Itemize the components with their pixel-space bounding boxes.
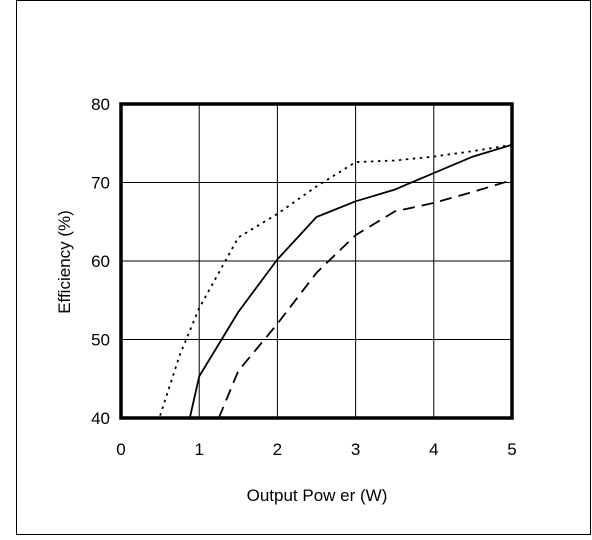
outer-frame [16,0,591,535]
x-tick-label-4: 4 [429,440,438,459]
y-tick-label-0: 40 [91,409,110,428]
series-line-dotted [159,143,513,416]
y-tick-label-4: 80 [91,95,110,114]
x-axis-label: Output Pow er (W) [247,486,388,505]
series-line-dashed [217,179,513,419]
y-tick-label-2: 60 [91,252,110,271]
series-line-solid [188,143,513,419]
x-tick-label-3: 3 [351,440,360,459]
y-tick-label-1: 50 [91,331,110,350]
y-tick-label-3: 70 [91,174,110,193]
x-tick-label-5: 5 [507,440,516,459]
x-tick-label-1: 1 [194,440,203,459]
x-tick-label-0: 0 [116,440,125,459]
plot-area-border [119,102,514,420]
y-axis-label: Efficiency (%) [55,210,74,314]
x-tick-label-2: 2 [273,440,282,459]
